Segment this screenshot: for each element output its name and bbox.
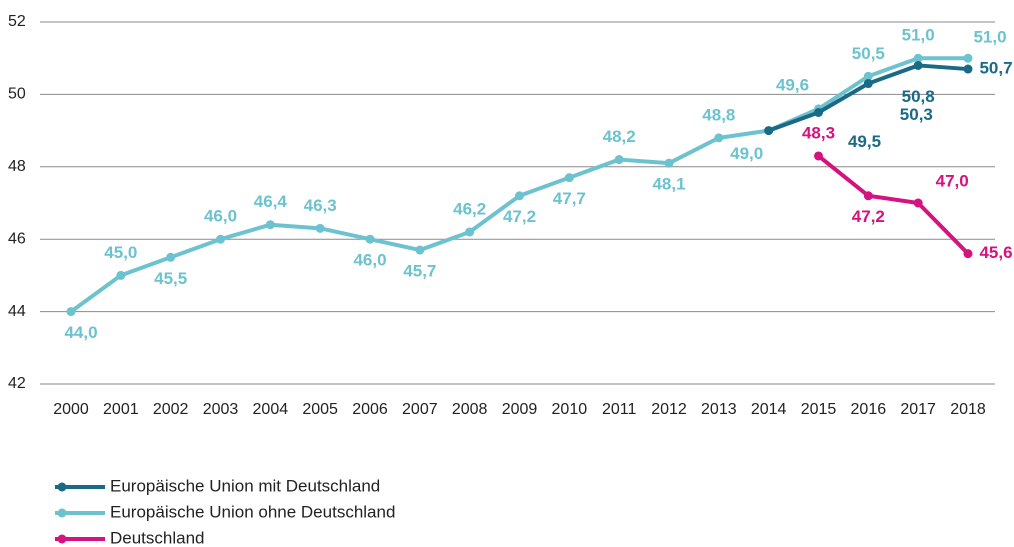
point <box>465 227 475 237</box>
x-tick-label: 2000 <box>53 401 89 418</box>
x-tick-label: 2009 <box>502 401 538 418</box>
value-label: 51,0 <box>902 26 935 45</box>
value-label: 46,0 <box>353 251 386 270</box>
point <box>265 220 275 230</box>
point <box>963 249 973 259</box>
value-label: 50,3 <box>900 105 933 124</box>
series-line <box>69 56 968 314</box>
point <box>216 234 225 244</box>
point <box>963 64 973 74</box>
x-tick-label: 2011 <box>602 401 637 418</box>
point <box>913 60 923 70</box>
value-label: 46,3 <box>304 196 337 215</box>
point <box>415 245 425 255</box>
x-tick-label: 2007 <box>402 401 438 418</box>
value-label: 48,1 <box>652 175 685 194</box>
point <box>166 252 176 262</box>
point <box>913 198 923 208</box>
value-label: 44,0 <box>64 323 97 342</box>
point <box>963 53 973 63</box>
x-tick-label: 2012 <box>651 401 687 418</box>
point <box>863 71 873 81</box>
point <box>365 234 375 244</box>
value-label: 45,5 <box>154 269 187 288</box>
y-tick-label: 44 <box>8 303 26 320</box>
point <box>116 270 126 280</box>
point <box>814 108 823 117</box>
point <box>315 223 325 233</box>
value-label: 45,6 <box>979 243 1012 262</box>
point <box>863 191 873 201</box>
point <box>66 307 76 317</box>
x-tick-label: 2005 <box>302 401 338 418</box>
value-label: 50,8 <box>902 87 935 106</box>
value-label: 47,2 <box>852 207 885 226</box>
x-tick-label: 2010 <box>552 401 588 418</box>
value-label: 47,2 <box>503 207 536 226</box>
point <box>614 155 624 165</box>
point <box>913 53 923 63</box>
point <box>863 79 873 89</box>
x-tick-label: 2018 <box>950 401 986 418</box>
value-label: 45,0 <box>104 243 137 262</box>
value-label: 48,8 <box>702 105 735 124</box>
x-tick-label: 2006 <box>352 401 388 418</box>
value-label: 47,7 <box>553 189 586 208</box>
legend-label: Deutschland <box>110 528 205 547</box>
x-tick-label: 2014 <box>751 401 787 418</box>
x-tick-label: 2013 <box>701 401 737 418</box>
point <box>814 151 823 161</box>
x-tick-label: 2016 <box>851 401 887 418</box>
legend-label: Europäische Union ohne Deutschland <box>110 502 395 521</box>
point <box>564 173 574 183</box>
value-label: 48,3 <box>802 123 835 142</box>
value-label: 47,0 <box>936 171 969 190</box>
value-label: 46,4 <box>254 192 288 211</box>
x-tick-label: 2003 <box>203 401 239 418</box>
x-tick-label: 2015 <box>801 401 837 418</box>
value-label: 49,5 <box>848 132 881 151</box>
y-tick-label: 42 <box>8 375 26 392</box>
x-tick-label: 2017 <box>900 401 936 418</box>
series-line <box>817 154 970 256</box>
value-label: 50,5 <box>852 44 885 63</box>
legend-label: Europäische Union mit Deutschland <box>110 476 380 495</box>
x-tick-label: 2001 <box>103 401 139 418</box>
point <box>664 158 674 168</box>
value-label: 46,2 <box>453 199 486 218</box>
value-label: 50,7 <box>979 59 1012 78</box>
value-label: 49,0 <box>730 144 763 163</box>
y-tick-label: 50 <box>8 86 26 103</box>
legend-marker <box>57 534 67 544</box>
legend-marker <box>57 508 67 518</box>
value-label: 49,6 <box>776 75 809 94</box>
value-label: 46,0 <box>204 207 237 226</box>
x-tick-label: 2004 <box>253 401 289 418</box>
point <box>515 191 524 201</box>
point <box>764 126 774 136</box>
x-tick-label: 2002 <box>153 401 189 418</box>
value-label: 51,0 <box>973 28 1006 47</box>
legend-marker <box>57 482 67 492</box>
y-tick-label: 48 <box>8 158 26 175</box>
value-label: 45,7 <box>403 262 436 281</box>
value-label: 48,2 <box>603 127 636 146</box>
y-tick-label: 46 <box>8 230 26 247</box>
y-tick-label: 52 <box>8 13 26 30</box>
point <box>714 133 724 143</box>
x-tick-label: 2008 <box>452 401 488 418</box>
